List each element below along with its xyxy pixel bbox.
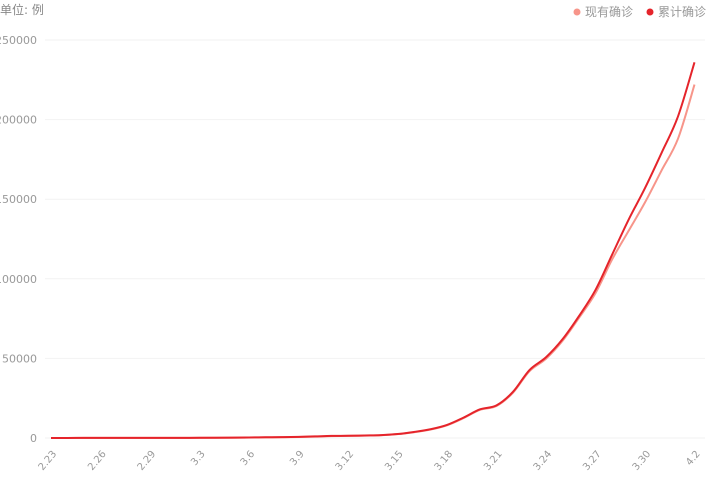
x-tick-label: 3.6: [239, 449, 258, 468]
x-tick-label: 3.27: [581, 449, 604, 473]
y-axis: 0 50000 100000 150000 200000 250000: [0, 34, 37, 445]
series-lines: [50, 61, 696, 439]
x-tick-label: 3.30: [631, 449, 654, 473]
x-tick-label: 3.18: [433, 449, 456, 473]
legend-item[interactable]: 现有确诊: [573, 5, 634, 19]
legend-item[interactable]: 累计确诊: [646, 5, 707, 19]
legend-label: 累计确诊: [658, 5, 706, 19]
y-tick-label: 0: [30, 432, 37, 445]
x-tick-label: 3.9: [288, 449, 307, 468]
series-line-cumulative: [50, 61, 696, 439]
x-tick-label: 2.26: [86, 449, 109, 473]
x-tick-label: 3.12: [334, 449, 357, 473]
legend: 现有确诊 累计确诊: [573, 5, 707, 19]
y-tick-label: 250000: [0, 34, 37, 47]
y-tick-label: 200000: [0, 114, 37, 127]
legend-marker: [573, 8, 581, 16]
legend-label: 现有确诊: [585, 5, 633, 19]
x-tick-label: 3.24: [532, 449, 555, 473]
x-axis: 2.23 2.26 2.29 3.3 3.6 3.9 3.12 3.15 3.18 3.21 3.2…: [37, 449, 703, 473]
legend-marker: [646, 8, 654, 16]
unit-label: 单位: 例: [0, 2, 44, 17]
x-tick-label: 3.21: [482, 449, 505, 473]
y-tick-label: 100000: [0, 273, 37, 286]
y-tick-label: 50000: [2, 352, 37, 365]
series-line-current: [50, 84, 696, 439]
x-tick-label: 3.15: [383, 449, 406, 473]
y-tick-label: 150000: [0, 193, 37, 206]
x-tick-label: 2.29: [136, 449, 159, 473]
gridlines: [45, 39, 705, 439]
x-tick-label: 2.23: [37, 449, 60, 473]
x-tick-label: 4.2: [684, 449, 703, 468]
x-tick-label: 3.3: [189, 449, 208, 468]
